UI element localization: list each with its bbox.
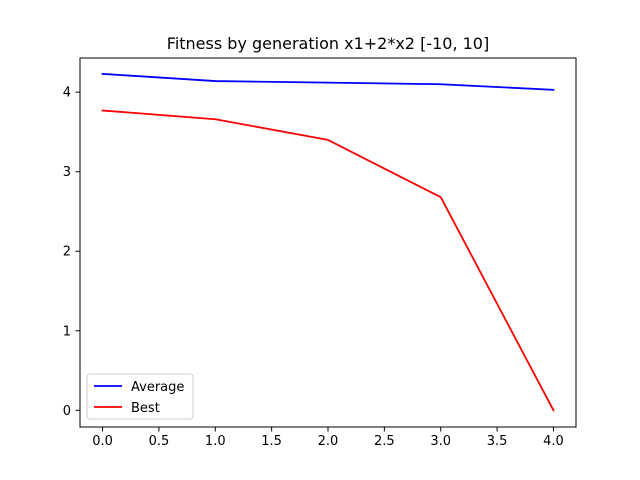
- chart-title: Fitness by generation x1+2*x2 [-10, 10]: [167, 34, 489, 53]
- axes: 0.0 0.5 1.0 1.5 2.0 2.5 3.0 3.5 4.0 0 1 2 3 4: [63, 57, 577, 449]
- legend: Average Best: [86, 373, 194, 420]
- legend-label-best: Best: [131, 401, 160, 416]
- x-tick-label: 1.0: [205, 434, 226, 449]
- series-line-average: [101, 72, 555, 91]
- x-tick-label: 1.5: [261, 434, 282, 449]
- y-tick-label: 0: [63, 404, 71, 419]
- x-tick-label: 3.5: [487, 434, 508, 449]
- y-tick-label: 1: [63, 324, 71, 339]
- x-tick-label: 0.5: [149, 434, 170, 449]
- y-tick-label: 4: [63, 86, 71, 101]
- y-tick-label: 2: [63, 245, 71, 260]
- legend-label-average: Average: [131, 380, 184, 395]
- x-tick-label: 4.0: [543, 434, 564, 449]
- series-line-best: [101, 109, 555, 412]
- y-tick-label: 3: [63, 165, 71, 180]
- x-tick-label: 2.0: [318, 434, 339, 449]
- x-tick-label: 0.0: [92, 434, 113, 449]
- x-tick-label: 3.0: [430, 434, 451, 449]
- x-tick-label: 2.5: [374, 434, 395, 449]
- plot-area: [101, 72, 555, 412]
